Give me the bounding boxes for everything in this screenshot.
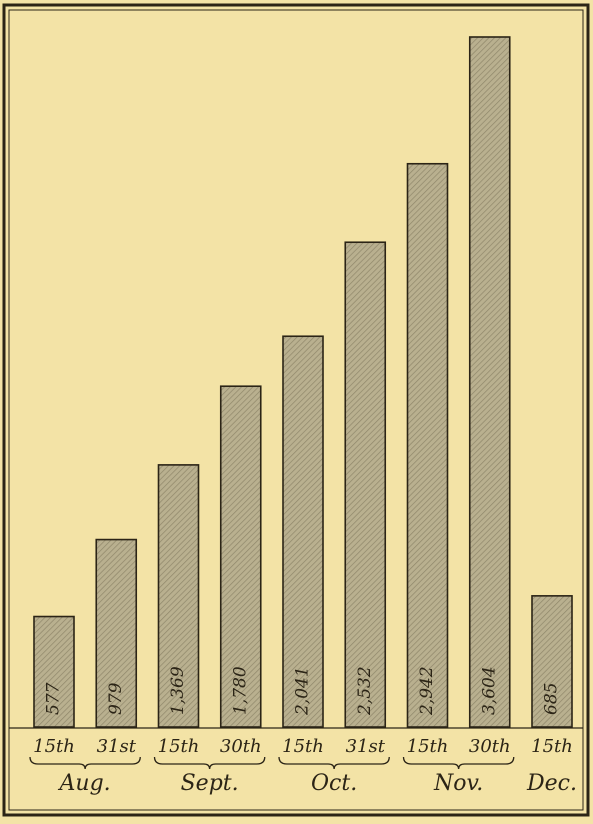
x-tick-label: 15th (282, 736, 324, 757)
group-label: Nov. (433, 771, 483, 796)
bar-value-label: 2,942 (417, 666, 437, 716)
group-label: Oct. (311, 771, 357, 796)
group-brace (29, 756, 141, 770)
x-tick-label: 30th (220, 736, 262, 757)
group-brace (402, 756, 515, 770)
bar-value-label: 1,369 (168, 666, 188, 715)
bar-value-label: 979 (106, 682, 126, 715)
bar (95, 538, 138, 728)
group-label: Dec. (526, 771, 577, 796)
x-tick-label: 31st (346, 736, 386, 757)
x-tick-label: 15th (531, 736, 573, 757)
bar (468, 36, 511, 728)
x-tick-label: 15th (407, 736, 449, 757)
bar-value-label: 2,532 (355, 666, 375, 716)
bar (406, 162, 449, 728)
inner-border (8, 9, 584, 811)
group-label: Aug. (58, 771, 111, 796)
x-tick-label: 31st (97, 736, 137, 757)
bar-value-label: 577 (44, 682, 64, 715)
bar (282, 335, 324, 728)
group-label: Sept. (181, 771, 239, 796)
bar-value-label: 1,780 (230, 666, 250, 715)
bar (33, 615, 75, 728)
bar (219, 385, 262, 728)
outer-border (2, 3, 590, 817)
bar (531, 595, 573, 728)
bar (344, 241, 387, 728)
x-tick-label: 15th (33, 736, 75, 757)
x-tick-label: 30th (469, 736, 511, 757)
group-brace (278, 756, 390, 770)
bar-value-label: 685 (542, 683, 562, 715)
bar (157, 464, 200, 728)
group-brace (153, 756, 266, 770)
bar-value-label: 3,604 (479, 666, 499, 715)
bar-value-label: 2,041 (293, 666, 313, 716)
x-tick-label: 15th (158, 736, 200, 757)
